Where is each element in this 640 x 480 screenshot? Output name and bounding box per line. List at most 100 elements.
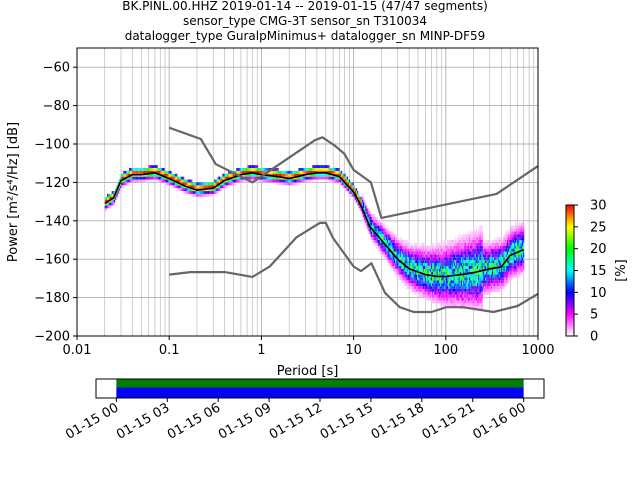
heatmap-cell bbox=[411, 242, 413, 246]
heatmap-cell bbox=[489, 240, 491, 243]
heatmap-cell bbox=[179, 185, 181, 189]
heatmap-cell bbox=[471, 303, 473, 307]
heatmap-cell bbox=[481, 240, 483, 243]
heatmap-cell bbox=[109, 196, 111, 200]
heatmap-cell bbox=[450, 260, 452, 264]
heatmap-cell bbox=[519, 237, 521, 240]
heatmap-cell bbox=[404, 240, 406, 243]
heatmap-cell bbox=[474, 283, 476, 287]
heatmap-cell bbox=[337, 173, 339, 177]
heatmap-cell bbox=[368, 219, 370, 223]
heatmap-cell bbox=[490, 283, 492, 287]
heatmap-cell bbox=[231, 182, 233, 186]
heatmap-cell bbox=[512, 228, 514, 232]
heatmap-cell bbox=[518, 240, 520, 243]
heatmap-cell bbox=[286, 170, 289, 174]
heatmap-cell bbox=[352, 193, 354, 197]
heatmap-cell bbox=[483, 242, 486, 246]
heatmap-cell bbox=[438, 297, 441, 301]
heatmap-cell bbox=[447, 240, 449, 243]
heatmap-cell bbox=[213, 182, 215, 186]
heatmap-cell bbox=[140, 170, 142, 174]
heatmap-cell bbox=[496, 288, 498, 292]
heatmap-cell bbox=[377, 219, 380, 223]
heatmap-cell bbox=[206, 182, 208, 186]
heatmap-cell bbox=[452, 242, 454, 246]
heatmap-cell bbox=[123, 173, 125, 177]
heatmap-cell bbox=[201, 193, 203, 197]
heatmap-cell bbox=[489, 263, 491, 266]
heatmap-cell bbox=[460, 286, 463, 289]
heatmap-cell bbox=[481, 300, 483, 304]
heatmap-cell bbox=[307, 176, 309, 180]
heatmap-cell bbox=[406, 240, 408, 243]
heatmap-cell bbox=[392, 268, 395, 272]
heatmap-cell bbox=[225, 179, 227, 183]
heatmap-cell bbox=[468, 294, 471, 298]
heatmap-cell bbox=[438, 300, 441, 304]
heatmap-cell bbox=[108, 193, 110, 197]
heatmap-cell bbox=[382, 237, 384, 240]
heatmap-cell bbox=[112, 202, 114, 206]
heatmap-cell bbox=[354, 188, 356, 192]
heatmap-cell bbox=[498, 248, 501, 252]
heatmap-cell bbox=[160, 179, 162, 183]
heatmap-cell bbox=[465, 263, 467, 266]
heatmap-cell bbox=[505, 277, 507, 281]
heatmap-cell bbox=[346, 182, 348, 186]
title-line-1: BK.PINL.00.HHZ 2019-01-14 -- 2019-01-15 … bbox=[122, 0, 488, 13]
heatmap-cell bbox=[391, 245, 393, 249]
heatmap-cell bbox=[285, 173, 287, 177]
heatmap-cell bbox=[323, 165, 325, 168]
heatmap-cell bbox=[463, 265, 465, 269]
heatmap-cell bbox=[511, 274, 513, 278]
heatmap-cell bbox=[464, 283, 466, 287]
ppsd-plot: 0.01 0.1 1 10 100 1000 −200−180−160−140−120−1… bbox=[6, 47, 555, 379]
heatmap-cell bbox=[501, 237, 503, 240]
heatmap-cell bbox=[515, 231, 517, 235]
heatmap-cell bbox=[415, 291, 418, 295]
heatmap-cell bbox=[149, 173, 151, 177]
heatmap-cell bbox=[512, 245, 514, 249]
heatmap-cell bbox=[395, 257, 397, 261]
heatmap-cell bbox=[523, 257, 525, 261]
heatmap-cell bbox=[498, 245, 501, 249]
heatmap-cell bbox=[487, 271, 489, 275]
heatmap-cell bbox=[377, 245, 380, 249]
heatmap-cell bbox=[238, 176, 240, 180]
heatmap-cell bbox=[404, 242, 406, 246]
heatmap-cell bbox=[358, 193, 360, 197]
heatmap-cell bbox=[453, 268, 456, 272]
heatmap-cell bbox=[389, 257, 391, 261]
heatmap-cell bbox=[490, 288, 492, 292]
heatmap-cell bbox=[459, 280, 461, 284]
heatmap-cell bbox=[504, 237, 506, 240]
heatmap-cell bbox=[470, 274, 472, 278]
heatmap-cell bbox=[453, 280, 456, 284]
heatmap-cell bbox=[418, 277, 420, 281]
heatmap-cell bbox=[403, 260, 405, 264]
heatmap-cell bbox=[481, 234, 483, 238]
heatmap-cell bbox=[258, 179, 260, 183]
heatmap-cell bbox=[324, 173, 327, 177]
heatmap-cell bbox=[486, 242, 488, 246]
heatmap-cell bbox=[478, 280, 480, 284]
heatmap-cell bbox=[244, 168, 246, 171]
heatmap-cell bbox=[466, 254, 468, 258]
heatmap-cell bbox=[508, 274, 510, 278]
heatmap-cell bbox=[147, 170, 149, 174]
heatmap-cell bbox=[440, 254, 442, 258]
heatmap-cell bbox=[482, 286, 484, 289]
heatmap-cell bbox=[506, 280, 509, 284]
heatmap-cell bbox=[342, 185, 344, 189]
heatmap-cell bbox=[471, 248, 473, 252]
heatmap-cell bbox=[122, 176, 124, 180]
heatmap-cell bbox=[412, 257, 414, 261]
heatmap-cell bbox=[349, 182, 351, 186]
heatmap-cell bbox=[432, 254, 434, 258]
ppsd-heatmap bbox=[104, 165, 525, 310]
heatmap-cell bbox=[385, 228, 388, 232]
heatmap-cell bbox=[458, 291, 460, 295]
heatmap-cell bbox=[437, 300, 439, 304]
heatmap-cell bbox=[447, 248, 449, 252]
